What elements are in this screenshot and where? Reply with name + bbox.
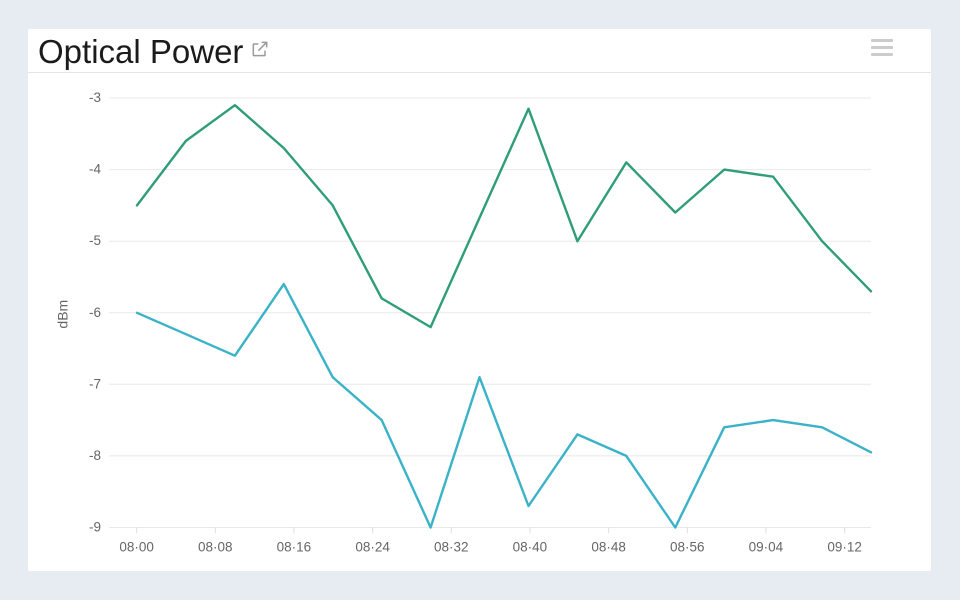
- svg-text:-7: -7: [89, 376, 101, 391]
- svg-text:09·12: 09·12: [827, 539, 862, 554]
- svg-text:dBm: dBm: [55, 299, 71, 328]
- svg-text:-4: -4: [89, 161, 101, 176]
- svg-text:08·16: 08·16: [277, 539, 312, 554]
- svg-text:08·56: 08·56: [670, 539, 705, 554]
- svg-text:08·24: 08·24: [355, 539, 390, 554]
- svg-text:08·48: 08·48: [591, 539, 626, 554]
- svg-text:08·00: 08·00: [119, 539, 154, 554]
- svg-text:08·40: 08·40: [513, 539, 548, 554]
- svg-text:09·04: 09·04: [749, 539, 784, 554]
- svg-text:08·08: 08·08: [198, 539, 233, 554]
- svg-text:08·32: 08·32: [434, 539, 469, 554]
- svg-text:-6: -6: [89, 304, 101, 319]
- svg-text:-8: -8: [89, 447, 101, 462]
- svg-text:-9: -9: [89, 519, 101, 534]
- svg-text:-5: -5: [89, 233, 101, 248]
- svg-text:-3: -3: [89, 90, 101, 105]
